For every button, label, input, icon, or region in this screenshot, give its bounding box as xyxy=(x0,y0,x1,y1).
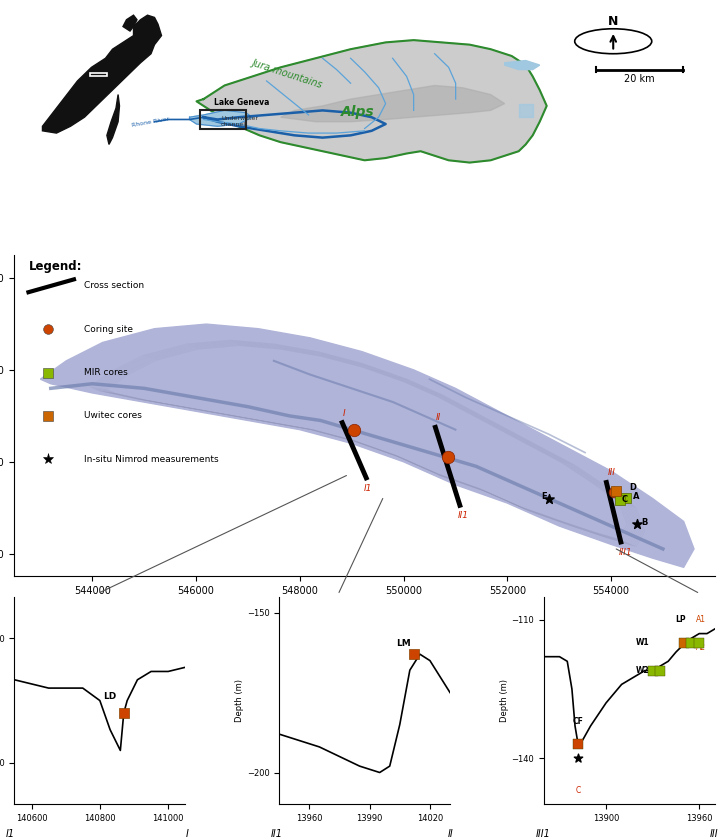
Text: Rhone River: Rhone River xyxy=(131,116,170,127)
Text: CF: CF xyxy=(573,717,583,726)
Point xyxy=(118,706,129,720)
Polygon shape xyxy=(43,15,162,133)
Text: II: II xyxy=(448,830,453,838)
Point xyxy=(686,636,697,649)
Polygon shape xyxy=(518,104,533,117)
Text: A1: A1 xyxy=(696,615,706,624)
Text: I: I xyxy=(343,409,345,417)
Point xyxy=(647,664,658,677)
Text: Cross section: Cross section xyxy=(84,282,144,290)
Polygon shape xyxy=(505,60,539,70)
Text: III1: III1 xyxy=(618,548,632,557)
Polygon shape xyxy=(196,40,547,163)
Text: Alps: Alps xyxy=(341,105,375,118)
Point xyxy=(619,491,631,504)
Text: D: D xyxy=(629,483,636,492)
Text: C: C xyxy=(575,786,580,795)
Text: N: N xyxy=(608,15,619,28)
Point xyxy=(614,494,626,507)
Bar xyxy=(90,73,107,76)
Polygon shape xyxy=(107,95,119,144)
Text: LM: LM xyxy=(396,639,411,648)
Text: III1: III1 xyxy=(536,830,550,838)
Text: LD: LD xyxy=(103,691,117,701)
Point xyxy=(442,451,453,464)
Text: III: III xyxy=(607,468,615,478)
Point xyxy=(573,752,584,765)
Text: I: I xyxy=(186,830,188,838)
Point xyxy=(408,648,419,661)
Text: Jura mountains: Jura mountains xyxy=(251,58,324,91)
Text: E: E xyxy=(541,492,547,500)
Polygon shape xyxy=(123,15,137,31)
Point xyxy=(631,517,643,530)
Text: I1: I1 xyxy=(6,830,15,838)
Text: MIR cores: MIR cores xyxy=(84,368,129,377)
Text: Legend:: Legend: xyxy=(28,260,82,273)
Point xyxy=(693,636,705,649)
Text: Uwitec cores: Uwitec cores xyxy=(84,411,142,421)
Point xyxy=(610,484,622,498)
Polygon shape xyxy=(281,85,505,122)
Point xyxy=(573,737,584,751)
Text: 20 km: 20 km xyxy=(624,74,654,84)
Text: II1: II1 xyxy=(271,830,282,838)
Text: B: B xyxy=(641,518,648,527)
Polygon shape xyxy=(189,111,253,127)
Text: Lake Geneva: Lake Geneva xyxy=(214,98,269,107)
Text: W2: W2 xyxy=(636,666,650,675)
Point xyxy=(678,636,690,649)
Point xyxy=(608,485,619,499)
Y-axis label: Depth (m): Depth (m) xyxy=(500,679,509,722)
Text: I1: I1 xyxy=(364,484,373,493)
Text: A: A xyxy=(632,492,639,500)
Polygon shape xyxy=(40,324,694,567)
Point xyxy=(349,423,360,437)
Text: II1: II1 xyxy=(458,511,469,520)
Y-axis label: Depth (m): Depth (m) xyxy=(235,679,244,722)
Text: Underwater
channel: Underwater channel xyxy=(221,116,258,127)
Text: In-situ Nimrod measurements: In-situ Nimrod measurements xyxy=(84,455,219,463)
Point xyxy=(543,493,554,506)
Text: W1: W1 xyxy=(636,639,650,648)
Text: Coring site: Coring site xyxy=(84,324,134,334)
Text: III: III xyxy=(710,830,718,838)
Text: II: II xyxy=(436,413,441,422)
Text: C: C xyxy=(622,495,627,504)
Text: A2: A2 xyxy=(696,643,706,652)
Bar xyxy=(200,111,245,128)
Point xyxy=(655,664,666,677)
Text: LP: LP xyxy=(675,615,686,624)
